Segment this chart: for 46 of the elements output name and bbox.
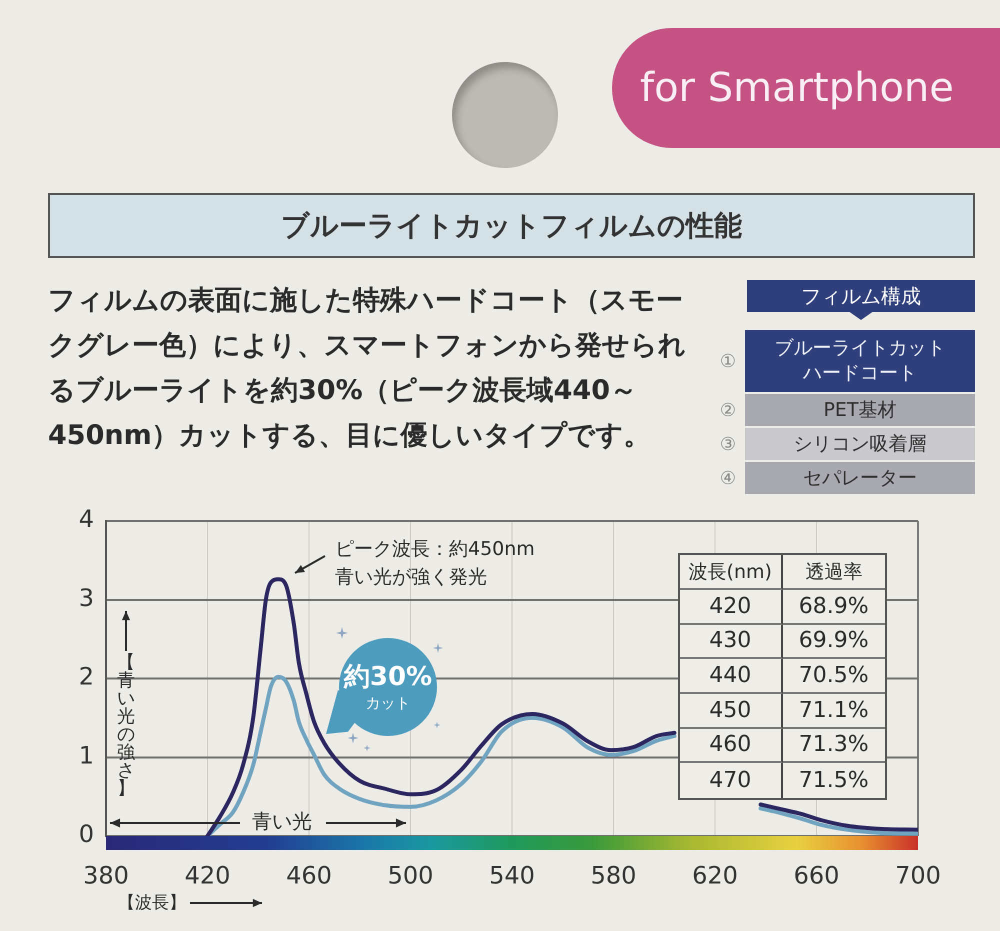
x-tick-label: 420: [184, 862, 230, 890]
annotation: 70.5%: [798, 663, 869, 688]
annotation: 青い光: [252, 809, 312, 834]
annotation: カット: [366, 694, 410, 712]
x-tick-label: 460: [286, 862, 332, 890]
chart-title: ブルーライトカットフィルムの性能: [281, 208, 742, 244]
annotation: 約30%: [344, 662, 432, 692]
annotation: 71.5%: [798, 768, 869, 794]
text: セパレーター: [803, 466, 917, 490]
y-tick-label: 2: [78, 662, 94, 691]
text: シリコン吸着層: [794, 432, 926, 456]
annotation: 470: [709, 768, 752, 794]
annotation: 波長(nm): [688, 560, 772, 584]
annotation: 透過率: [805, 560, 862, 584]
x-tick-label: 660: [794, 862, 840, 890]
text: フィルム構成: [801, 284, 921, 308]
y-tick-label: 4: [78, 505, 94, 534]
text: PET基材: [823, 398, 897, 422]
x-axis-title: 【波長】: [118, 893, 186, 913]
annotation: 71.3%: [798, 732, 869, 758]
annotation: 450: [709, 698, 752, 723]
y-tick-label: 3: [78, 584, 94, 612]
text: ①: [720, 350, 736, 372]
x-tick-label: 380: [83, 862, 129, 890]
annotation: 430: [709, 628, 752, 654]
text: ②: [720, 400, 736, 420]
y-tick-label: 0: [78, 820, 94, 848]
annotation: 71.1%: [798, 698, 869, 723]
annotation: 68.9%: [798, 594, 869, 619]
x-tick-label: 540: [489, 862, 535, 890]
text: ③: [720, 434, 736, 454]
annotation: 420: [709, 594, 752, 619]
x-tick-label: 580: [590, 862, 636, 890]
text: ④: [720, 468, 736, 488]
y-tick-label: 1: [78, 741, 94, 770]
x-tick-label: 500: [388, 862, 434, 890]
text: for Smartphone: [640, 65, 954, 111]
annotation: 青い光が強く発光: [335, 566, 487, 588]
annotation: ピーク波長：約450nm: [335, 538, 535, 560]
annotation: 440: [709, 663, 752, 688]
chart-subtitle: フィルムの表面に施した特殊ハードコート（スモークグレー色）により、スマートフォンから発せられるブルーライトを約30%（ピーク波長域440～450nm）カットする、目に優しいタイプです。: [48, 285, 686, 451]
x-tick-label: 620: [692, 862, 738, 890]
x-tick-label: 700: [895, 862, 941, 890]
annotation: 460: [709, 732, 752, 758]
text: ブルーライトカットハードコート: [774, 336, 946, 386]
annotation: 69.9%: [798, 628, 869, 654]
